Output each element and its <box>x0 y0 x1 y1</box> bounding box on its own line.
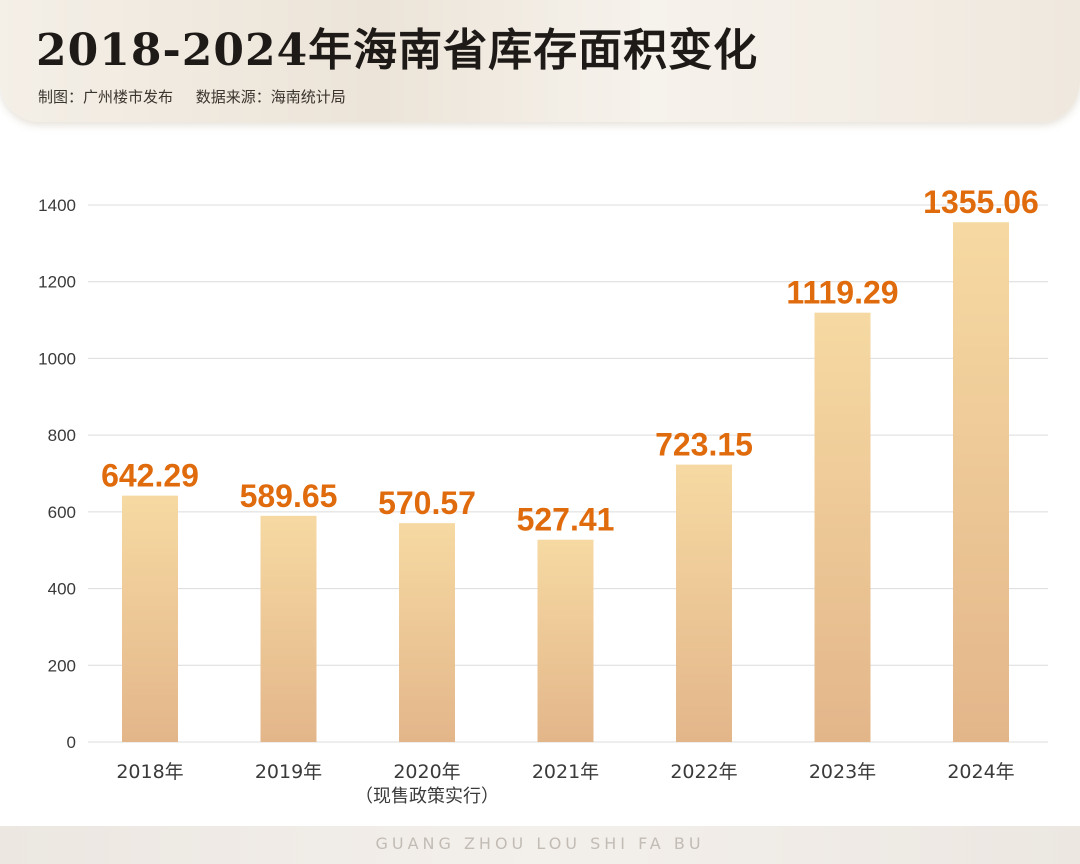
bar <box>814 312 871 742</box>
bar <box>122 495 178 742</box>
y-tick-label: 0 <box>67 733 76 752</box>
bar-value-label: 589.65 <box>240 478 338 514</box>
y-tick-label: 400 <box>48 580 76 599</box>
credit-text: 制图：广州楼市发布 <box>38 88 174 106</box>
x-tick-label: 2019年 <box>255 761 322 783</box>
source-text: 数据来源：海南统计局 <box>195 88 346 106</box>
bar <box>260 515 317 742</box>
header-banner: 2018-2024年海南省库存面积变化 制图：广州楼市发布 数据来源：海南统计局 <box>0 0 1080 122</box>
y-tick-label: 1200 <box>38 273 76 292</box>
y-tick-label: 800 <box>48 426 76 445</box>
bar-value-label: 1119.29 <box>786 275 898 311</box>
x-tick-note: （现售政策实行） <box>355 786 499 807</box>
y-tick-label: 600 <box>48 503 76 522</box>
bars <box>122 222 1009 743</box>
bar <box>676 464 732 742</box>
value-labels: 642.29 589.65 570.57 527.41 723.15 1119.29 135… <box>101 184 1039 537</box>
x-axis-ticks: 2018年 2019年 2020年 （现售政策实行） 2021年 2022年 2023年 20… <box>116 761 1014 807</box>
subtitle-line: 制图：广州楼市发布 数据来源：海南统计局 <box>38 86 346 107</box>
bar <box>399 523 455 742</box>
y-tick-label: 1400 <box>38 196 76 215</box>
y-tick-label: 200 <box>48 656 76 675</box>
bar-value-label: 1355.06 <box>923 184 1039 220</box>
x-tick-label: 2023年 <box>809 761 876 783</box>
x-tick-label: 2024年 <box>947 761 1014 783</box>
bar-chart: 0 200 400 600 800 1000 1200 1400 642.29 589.65 57… <box>38 184 1048 807</box>
bar-value-label: 570.57 <box>378 485 476 521</box>
x-tick-label: 2020年 <box>393 761 460 783</box>
y-axis-ticks: 0 200 400 600 800 1000 1200 1400 <box>38 196 76 752</box>
bar <box>953 222 1009 743</box>
x-tick-label: 2018年 <box>116 761 183 783</box>
footer-watermark: GUANG ZHOU LOU SHI FA BU <box>0 826 1080 864</box>
bar-value-label: 723.15 <box>655 427 753 463</box>
bar-value-label: 527.41 <box>517 502 615 538</box>
x-tick-label: 2022年 <box>670 761 737 783</box>
bar-value-label: 642.29 <box>101 458 199 494</box>
page-title: 2018-2024年海南省库存面积变化 <box>36 25 759 76</box>
bar <box>537 539 594 742</box>
y-tick-label: 1000 <box>38 349 76 368</box>
x-tick-label: 2021年 <box>532 761 599 783</box>
